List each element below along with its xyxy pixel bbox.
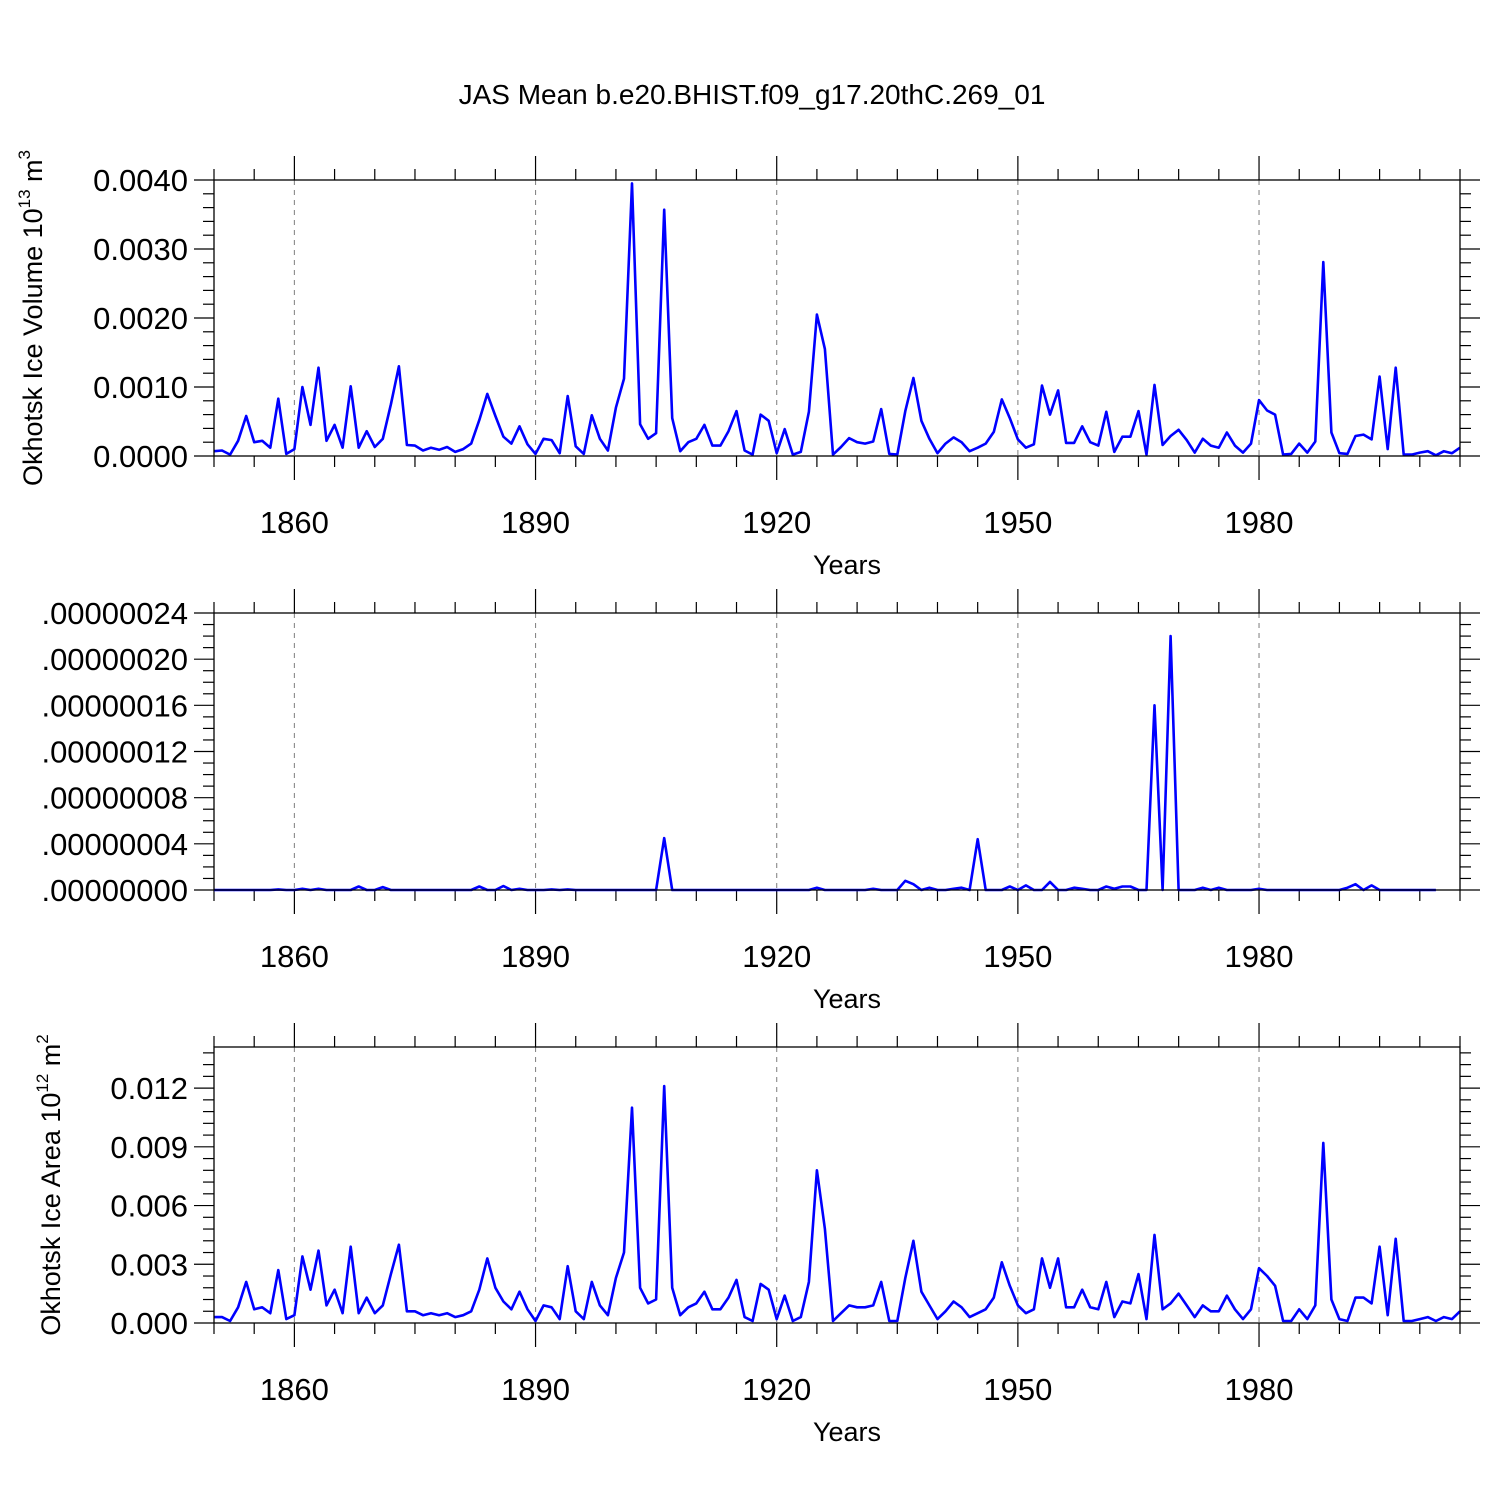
y-tick-label: 0.0000 [93, 439, 188, 474]
x-tick-label: 1950 [983, 939, 1052, 974]
y-tick-label: 0.0040 [93, 163, 188, 198]
y-tick-label: .00000016 [41, 688, 188, 723]
x-tick-label: 1950 [983, 1372, 1052, 1407]
y-tick-label: 0.012 [110, 1071, 188, 1106]
y-tick-label: 0.003 [110, 1247, 188, 1282]
y-tick-label: .00000024 [41, 596, 188, 631]
y-tick-label: .00000012 [41, 735, 188, 770]
y-tick-label: 0.0030 [93, 232, 188, 267]
panel-3: 1860 1890 1920 1950 1980 0.000 0.003 0.006 0.009… [33, 1023, 1480, 1447]
y-tick-label: 0.009 [110, 1130, 188, 1165]
y-tick-label: 0.000 [110, 1306, 188, 1341]
y-axis-label: Okhotsk Ice Volume 1013 m3 [15, 150, 48, 486]
y-tick-label: .00000004 [41, 827, 188, 862]
x-tick-label: 1920 [742, 1372, 811, 1407]
plot-frame [213, 612, 1461, 891]
x-tick-label: 1860 [260, 1372, 329, 1407]
x-axis-label: Years [813, 550, 881, 580]
x-tick-label: 1920 [742, 939, 811, 974]
panel-2: 1860 1890 1920 1950 1980 .00000000 .00000004 .0… [41, 589, 1480, 1014]
series-line [214, 1084, 1461, 1323]
x-tick-label: 1950 [983, 505, 1052, 540]
x-tick-label: 1920 [742, 505, 811, 540]
y-tick-label: .00000008 [41, 781, 188, 816]
x-axis-label: Years [813, 1417, 881, 1447]
x-tick-label: 1980 [1225, 939, 1294, 974]
panel-1: 1860 1890 1920 1950 1980 0.0000 0.0010 0.0020 0.… [15, 150, 1480, 580]
y-tick-label: .00000020 [41, 642, 188, 677]
x-tick-label: 1980 [1225, 1372, 1294, 1407]
x-axis-label: Years [813, 984, 881, 1014]
y-tick-label: .00000000 [41, 873, 188, 908]
figure-title: JAS Mean b.e20.BHIST.f09_g17.20thC.269_0… [459, 79, 1046, 110]
x-tick-label: 1860 [260, 939, 329, 974]
series-line [214, 634, 1436, 892]
y-tick-label: 0.0010 [93, 370, 188, 405]
x-tick-label: 1860 [260, 505, 329, 540]
x-tick-label: 1890 [501, 1372, 570, 1407]
panels: 1860 1890 1920 1950 1980 0.0000 0.0010 0.0020 0.… [15, 150, 1480, 1447]
y-axis-label: Okhotsk Ice Area 1012 m2 [33, 1034, 66, 1336]
y-tick-label: 0.0020 [93, 301, 188, 336]
plot-frame [213, 179, 1461, 457]
x-tick-label: 1890 [501, 939, 570, 974]
plot-frame [213, 1046, 1461, 1324]
x-tick-label: 1890 [501, 505, 570, 540]
series-line [213, 182, 1461, 457]
x-tick-label: 1980 [1225, 505, 1294, 540]
y-tick-label: 0.006 [110, 1189, 188, 1224]
